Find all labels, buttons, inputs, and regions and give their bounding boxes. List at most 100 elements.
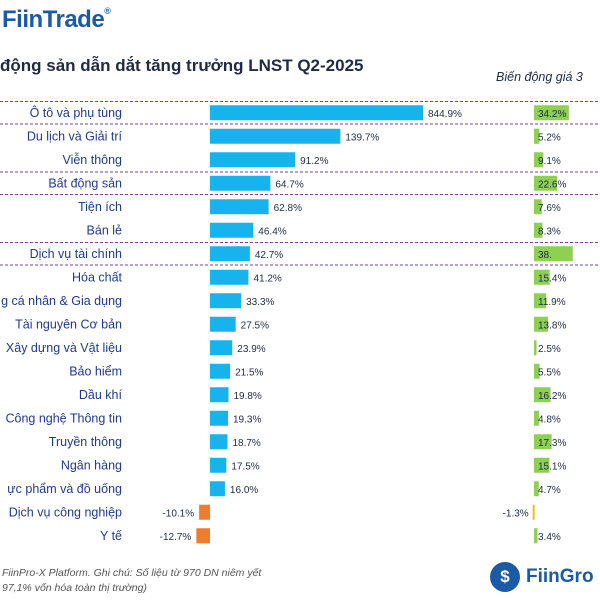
chart-row: g cá nhân & Gia dụng 33.3% 11.9% [1,293,566,309]
growth-bar [210,128,341,144]
price-value-label: 17.3% [538,438,566,449]
price-value-label: 11.9% [538,297,566,308]
growth-value-label: 17.5% [231,461,259,472]
registered-mark: ® [104,6,111,16]
price-bar [534,293,547,309]
growth-bar [210,105,423,121]
category-label: Viễn thông [62,152,122,167]
growth-value-label: 139.7% [345,132,379,143]
price-value-label: 9.1% [538,156,561,167]
chart-row: Ô tô và phụ tùng 844.9% 34.2% [30,105,569,121]
price-bar [534,410,539,426]
growth-value-label: 19.3% [233,414,261,425]
bar-chart: Ô tô và phụ tùng 844.9% 34.2% Du lịch và Gi… [0,101,600,544]
chart-row: Công nghệ Thông tin 19.3% 4.8% [5,410,561,426]
growth-value-label: 844.9% [428,109,462,120]
price-bar [534,481,539,497]
growth-bar [210,269,249,285]
chart-row: Dầu khí 19.8% 16.2% [79,387,566,403]
category-label: Công nghệ Thông tin [5,411,122,425]
chart-row: Dịch vụ công nghiệp -10.1% -1.3% [9,504,535,520]
price-bar [534,363,540,379]
fiingroup-logo: $ FiinGro [490,560,594,594]
price-value-label: 5.2% [538,132,561,143]
price-value-label: 15.4% [538,273,566,284]
price-bar [534,246,573,262]
price-bar [534,128,540,144]
chart-row: Bất động sản 64.7% 22.6% [48,175,566,191]
growth-value-label: 46.4% [258,226,286,237]
growth-value-label: -10.1% [162,508,194,519]
price-bar [532,504,535,520]
category-label: Xây dựng và Vật liệu [6,341,122,355]
chart-row: Tiện ích 62.8% 7.6% [78,199,561,215]
chart-row: Truyền thông 18.7% 17.3% [49,434,566,450]
category-label: Bảo hiểm [69,364,122,378]
growth-bar [199,504,210,520]
price-value-label: 38. [538,250,552,261]
category-label: Dịch vụ công nghiệp [9,505,122,519]
growth-value-label: 91.2% [300,156,328,167]
chart-row: Bảo hiểm 21.5% 5.5% [69,363,561,379]
fiintrade-logo: FiinTrade® [2,6,111,34]
growth-bar [210,457,227,473]
price-value-label: 22.6% [538,179,566,190]
price-bar [534,269,550,285]
price-bar [534,316,549,332]
growth-value-label: 18.7% [232,438,260,449]
growth-value-label: 64.7% [275,179,303,190]
category-label: ực phẩm và đồ uống [7,482,122,496]
growth-value-label: -12.7% [160,532,192,543]
growth-value-label: 33.3% [246,297,274,308]
growth-value-label: 16.0% [230,485,258,496]
price-value-label: 34.2% [538,109,566,120]
category-label: Ngân hàng [61,458,122,472]
growth-bar [210,434,228,450]
growth-value-label: 21.5% [235,367,263,378]
price-value-label: 16.2% [538,391,566,402]
price-value-label: 13.8% [538,320,566,331]
chart-row: Ngân hàng 17.5% 15.1% [61,457,566,473]
growth-bar [210,246,250,262]
growth-value-label: 41.2% [253,273,281,284]
chart-row: Viễn thông 91.2% 9.1% [62,152,561,168]
group-separators [0,101,600,266]
price-value-label: 2.5% [538,344,561,355]
chart-row: Bán lẻ 46.4% 8.3% [87,222,561,238]
growth-value-label: 23.9% [237,344,265,355]
category-label: Dầu khí [79,388,123,402]
price-value-label: 5.5% [538,367,561,378]
growth-bar [210,316,236,332]
growth-bar [210,340,233,356]
source-note: FiinPro-X Platform. Ghi chú: Số liệu từ … [2,566,261,596]
growth-bar [210,481,225,497]
price-bar [534,340,537,356]
category-label: Bất động sản [48,176,122,190]
category-label: Dịch vụ tài chính [30,247,122,261]
fiingroup-logo-text: FiinGro [526,566,594,587]
chart-row: Tài nguyên Cơ bản 27.5% 13.8% [15,316,566,332]
growth-value-label: 42.7% [255,250,283,261]
growth-bar [210,175,271,191]
price-bar [534,222,543,238]
fiintrade-logo-text: FiinTrade [2,6,105,33]
source-note-line-2: 97,1% vốn hóa toàn thị trường) [2,582,147,594]
growth-bar [210,222,254,238]
chart-rows: Ô tô và phụ tùng 844.9% 34.2% Du lịch và Gi… [1,105,573,544]
category-label: Truyền thông [49,435,122,449]
source-note-line-1: FiinPro-X Platform. Ghi chú: Số liệu từ … [2,567,262,579]
chart-row: Dịch vụ tài chính 42.7% 38. [30,246,573,262]
fiingroup-logo-icon: $ [490,562,520,592]
growth-bar [210,363,231,379]
growth-value-label: 19.8% [233,391,261,402]
growth-bar [210,387,229,403]
growth-value-label: 27.5% [241,320,269,331]
price-bar [534,152,544,168]
price-bar [534,175,558,191]
price-value-label: 4.7% [538,485,561,496]
price-value-label: 8.3% [538,226,561,237]
price-bar [534,199,542,215]
chart-title: động sản dẫn dắt tăng trưởng LNST Q2-202… [0,56,364,75]
category-label: g cá nhân & Gia dụng [1,294,122,308]
category-label: Ô tô và phụ tùng [30,105,122,120]
